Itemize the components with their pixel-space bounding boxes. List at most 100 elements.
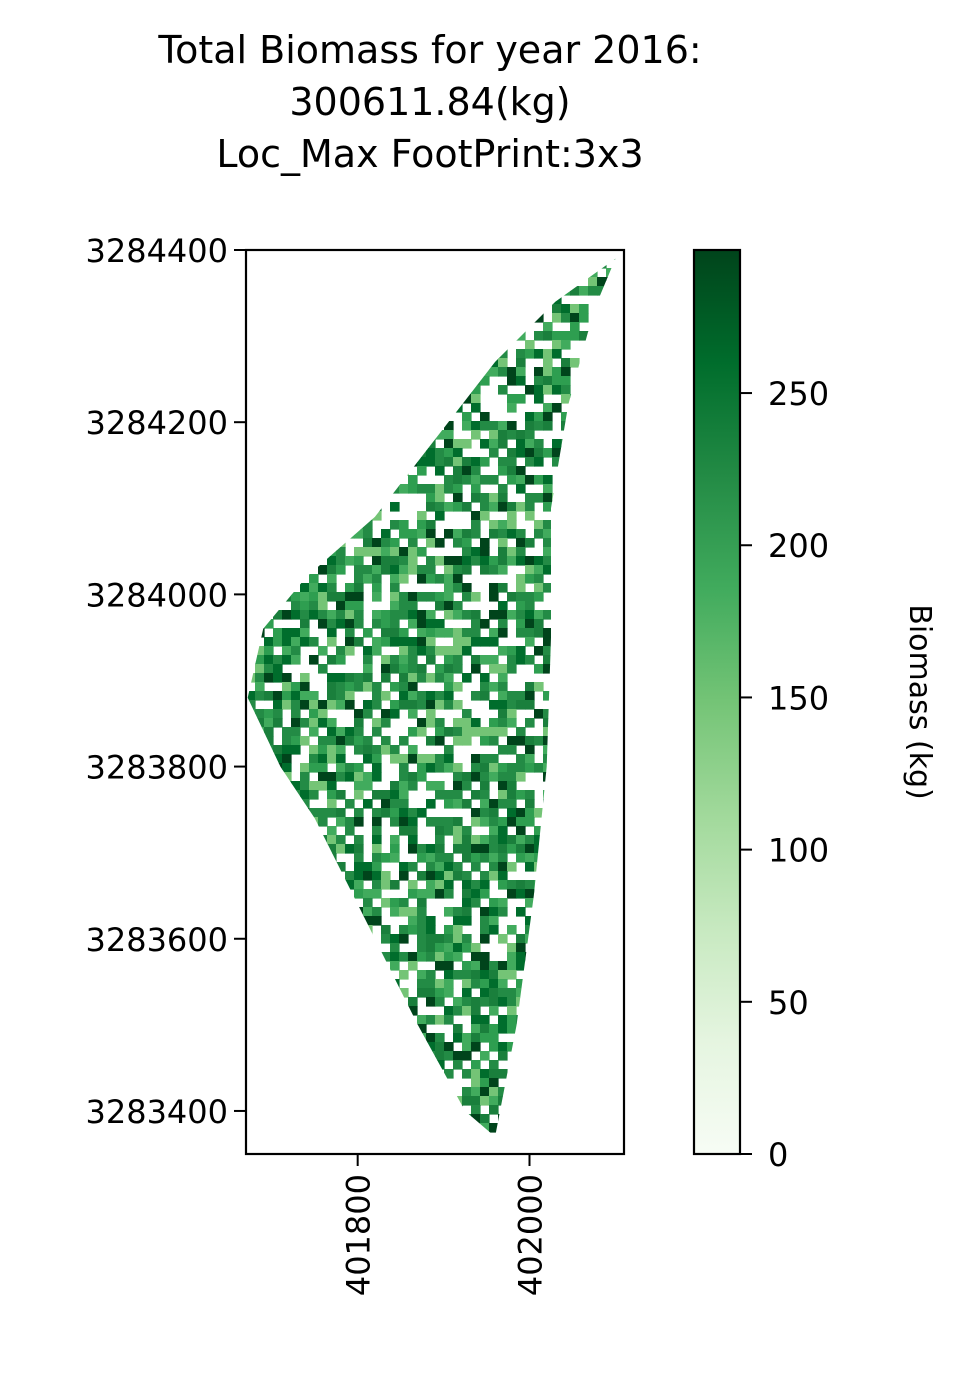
heatmap-cell (300, 538, 310, 548)
heatmap-cell (543, 952, 553, 962)
heatmap-cell (480, 880, 490, 890)
heatmap-cell (354, 1105, 364, 1115)
heatmap-cell (354, 331, 364, 341)
heatmap-cell (417, 565, 427, 575)
heatmap-cell (561, 907, 571, 917)
heatmap-cell (318, 853, 328, 863)
heatmap-cell (579, 331, 589, 341)
heatmap-cell (471, 1060, 481, 1070)
heatmap-cell (327, 1006, 337, 1016)
heatmap-cell (480, 1033, 490, 1043)
heatmap-cell (588, 646, 598, 656)
heatmap-cell (336, 682, 346, 692)
heatmap-cell (264, 1105, 274, 1115)
heatmap-cell (426, 943, 436, 953)
heatmap-cell (282, 835, 292, 845)
heatmap-cell (255, 349, 265, 359)
heatmap-cell (345, 691, 355, 701)
heatmap-cell (399, 862, 409, 872)
heatmap-cell (345, 403, 355, 413)
heatmap-cell (462, 916, 472, 926)
heatmap-cell (534, 1141, 544, 1151)
heatmap-cell (291, 997, 301, 1007)
heatmap-cell (516, 502, 526, 512)
heatmap-cell (309, 781, 319, 791)
heatmap-cell (390, 934, 400, 944)
heatmap-cell (336, 421, 346, 431)
heatmap-cell (570, 925, 580, 935)
heatmap-cell (336, 889, 346, 899)
heatmap-cell (309, 403, 319, 413)
heatmap-cell (471, 862, 481, 872)
heatmap-cell (426, 520, 436, 530)
heatmap-cell (291, 511, 301, 521)
heatmap-cell (444, 1051, 454, 1061)
heatmap-cell (552, 547, 562, 557)
heatmap-cell (372, 259, 382, 269)
heatmap-cell (273, 898, 283, 908)
heatmap-cell (300, 475, 310, 485)
heatmap-cell (498, 781, 508, 791)
heatmap-cell (408, 286, 418, 296)
heatmap-cell (444, 574, 454, 584)
heatmap-cell (309, 556, 319, 566)
heatmap-cell (561, 1024, 571, 1034)
heatmap-cell (300, 934, 310, 944)
heatmap-cell (390, 1096, 400, 1106)
heatmap-cell (255, 1132, 265, 1137)
heatmap-cell (453, 448, 463, 458)
heatmap-cell (399, 268, 409, 278)
heatmap-cell (480, 475, 490, 485)
heatmap-cell (606, 1078, 616, 1088)
heatmap-cell (507, 1015, 517, 1025)
heatmap-cell (543, 835, 553, 845)
heatmap-cell (588, 664, 598, 674)
heatmap-cell (588, 1096, 598, 1106)
heatmap-cell (247, 1132, 256, 1137)
heatmap-cell (345, 1033, 355, 1043)
heatmap-cell (570, 736, 580, 746)
heatmap-cell (444, 682, 454, 692)
heatmap-cell (327, 700, 337, 710)
heatmap-cell (579, 583, 589, 593)
heatmap-cell (282, 907, 292, 917)
title-line-2: 300611.84(kg) (289, 80, 571, 124)
heatmap-cell (444, 907, 454, 917)
heatmap-cell (597, 1024, 607, 1034)
heatmap-cell (588, 754, 598, 764)
heatmap-cell (300, 673, 310, 683)
heatmap-cell (318, 295, 328, 305)
heatmap-cell (489, 754, 499, 764)
heatmap-cell (390, 619, 400, 629)
heatmap-cell (462, 1114, 472, 1124)
heatmap-cell (426, 439, 436, 449)
heatmap-cell (471, 808, 481, 818)
heatmap-cell (354, 313, 364, 323)
heatmap-cell (354, 763, 364, 773)
heatmap-cell (516, 1114, 526, 1124)
heatmap-cell (507, 466, 517, 476)
heatmap-cell (534, 565, 544, 575)
heatmap-cell (543, 1078, 553, 1088)
heatmap-cell (381, 952, 391, 962)
heatmap-cell (345, 340, 355, 350)
heatmap-cell (552, 673, 562, 683)
heatmap-cell (264, 781, 274, 791)
heatmap-cell (255, 952, 265, 962)
heatmap-cell (264, 1141, 274, 1151)
heatmap-cell (588, 799, 598, 809)
heatmap-cell (570, 1006, 580, 1016)
heatmap-cell (462, 1042, 472, 1052)
heatmap-cell (336, 1105, 346, 1115)
heatmap-cell (327, 430, 337, 440)
heatmap-cell (552, 736, 562, 746)
heatmap-cell (327, 592, 337, 602)
heatmap-cell (291, 889, 301, 899)
heatmap-cell (255, 412, 265, 422)
heatmap-cell (534, 1042, 544, 1052)
heatmap-cell (363, 709, 373, 719)
heatmap-cell (345, 601, 355, 611)
heatmap-cell (345, 1114, 355, 1124)
heatmap-cell (552, 862, 562, 872)
heatmap-cell (489, 358, 499, 368)
